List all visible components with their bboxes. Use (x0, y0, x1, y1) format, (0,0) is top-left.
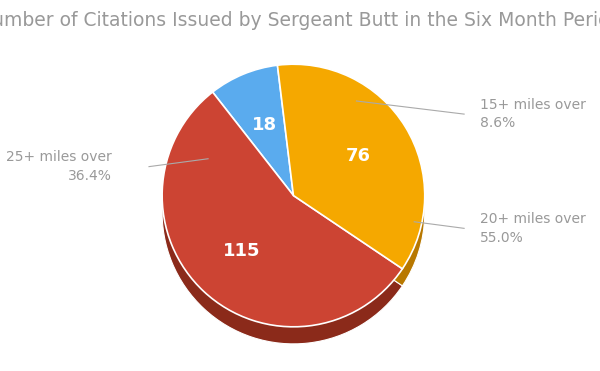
Text: 76: 76 (346, 147, 371, 165)
Wedge shape (277, 64, 425, 269)
Wedge shape (212, 82, 293, 213)
Wedge shape (162, 109, 403, 344)
Wedge shape (162, 92, 403, 327)
Text: Number of Citations Issued by Sergeant Butt in the Six Month Period: Number of Citations Issued by Sergeant B… (0, 11, 600, 30)
Text: 25+ miles over: 25+ miles over (7, 150, 112, 164)
Wedge shape (277, 81, 425, 286)
Text: 20+ miles over: 20+ miles over (480, 212, 586, 226)
Text: 8.6%: 8.6% (480, 116, 515, 130)
Text: 15+ miles over: 15+ miles over (480, 98, 586, 112)
Text: 36.4%: 36.4% (68, 169, 112, 183)
Text: 55.0%: 55.0% (480, 230, 524, 244)
Wedge shape (212, 65, 293, 196)
Text: 115: 115 (223, 242, 260, 260)
Text: 18: 18 (252, 116, 277, 134)
